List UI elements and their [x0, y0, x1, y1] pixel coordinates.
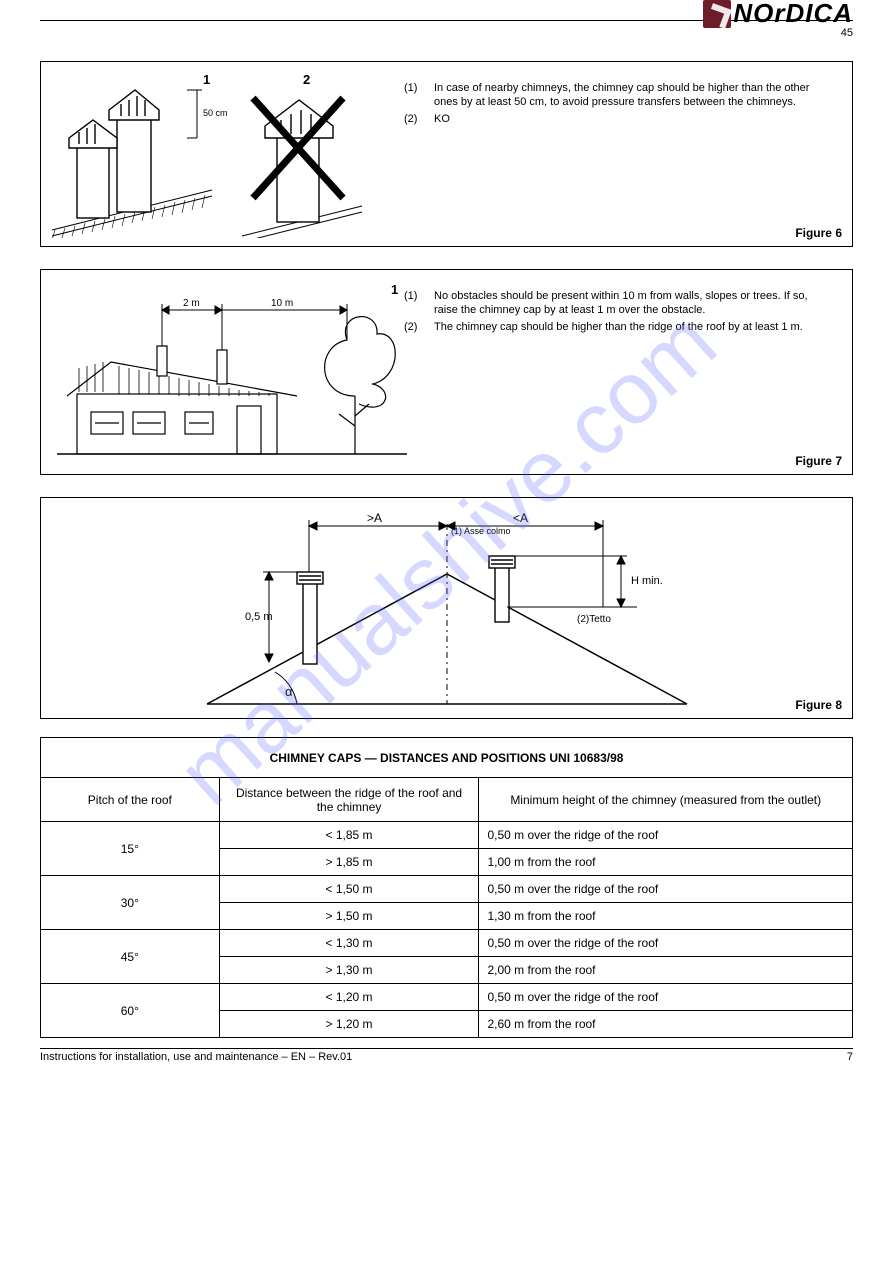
footer-right: 7: [847, 1051, 853, 1063]
fig8-svg: (1) Asse colmo >A <A: [47, 504, 707, 712]
footer-left: Instructions for installation, use and m…: [40, 1051, 352, 1063]
brand-logo: NOrDICA: [703, 0, 853, 29]
fig6-item2-text: KO: [434, 113, 450, 127]
chimney-table: CHIMNEY CAPS — DISTANCES AND POSITIONS U…: [40, 737, 853, 1038]
figure-6-panel: 1 2: [40, 61, 853, 247]
table-row: 60°< 1,20 m0,50 m over the ridge of the …: [41, 984, 853, 1011]
svg-text:α: α: [285, 684, 293, 699]
fig7-item-text: No obstacles should be present within 10…: [434, 290, 834, 318]
fig7-label: Figure 7: [795, 454, 842, 468]
svg-text:H min.: H min.: [631, 575, 663, 587]
fig6-number-2: 2: [303, 72, 310, 87]
svg-text:(2)Tetto: (2)Tetto: [577, 614, 611, 625]
fig6-item-num: (1): [404, 82, 430, 110]
svg-text:(1) Asse colmo: (1) Asse colmo: [451, 526, 511, 536]
svg-text:>A: >A: [367, 511, 382, 525]
fig6-item2-num: (2): [404, 113, 430, 127]
fig7-caption: (1)No obstacles should be present within…: [404, 290, 834, 337]
col-pitch: Pitch of the roof: [41, 778, 220, 822]
table-row: 15°< 1,85 m0,50 m over the ridge of the …: [41, 822, 853, 849]
svg-text:50 cm: 50 cm: [203, 108, 228, 118]
fig7-item-num: (1): [404, 290, 430, 318]
svg-text:0,5 m: 0,5 m: [245, 611, 273, 623]
col-minheight: Minimum height of the chimney (measured …: [479, 778, 853, 822]
logo-text: NOrDICA: [733, 0, 853, 29]
fig6-number: 1: [203, 72, 210, 87]
figure-7-panel: 1: [40, 269, 853, 475]
fig8-label: Figure 8: [795, 698, 842, 712]
svg-text:<A: <A: [513, 511, 528, 525]
footer: Instructions for installation, use and m…: [40, 1048, 853, 1063]
logo-mark-icon: [703, 0, 731, 28]
table-title: CHIMNEY CAPS — DISTANCES AND POSITIONS U…: [41, 738, 853, 778]
col-distance: Distance between the ridge of the roof a…: [219, 778, 479, 822]
svg-text:10 m: 10 m: [271, 298, 293, 309]
header-rule: NOrDICA: [40, 20, 853, 21]
fig6-caption: (1)In case of nearby chimneys, the chimn…: [404, 82, 834, 129]
fig7-number: 1: [391, 282, 398, 297]
svg-text:2 m: 2 m: [183, 298, 200, 309]
fig7-item2-num: (2): [404, 321, 430, 335]
fig6-label: Figure 6: [795, 226, 842, 240]
fig7-svg: 2 m 10 m: [47, 276, 417, 468]
fig6-svg: 50 cm: [47, 68, 367, 238]
table-row: 30°< 1,50 m0,50 m over the ridge of the …: [41, 876, 853, 903]
fig7-item2-text: The chimney cap should be higher than th…: [434, 321, 803, 335]
figure-8-panel: (1) Asse colmo >A <A: [40, 497, 853, 719]
table-row: 45°< 1,30 m0,50 m over the ridge of the …: [41, 930, 853, 957]
fig6-item-text: In case of nearby chimneys, the chimney …: [434, 82, 834, 110]
